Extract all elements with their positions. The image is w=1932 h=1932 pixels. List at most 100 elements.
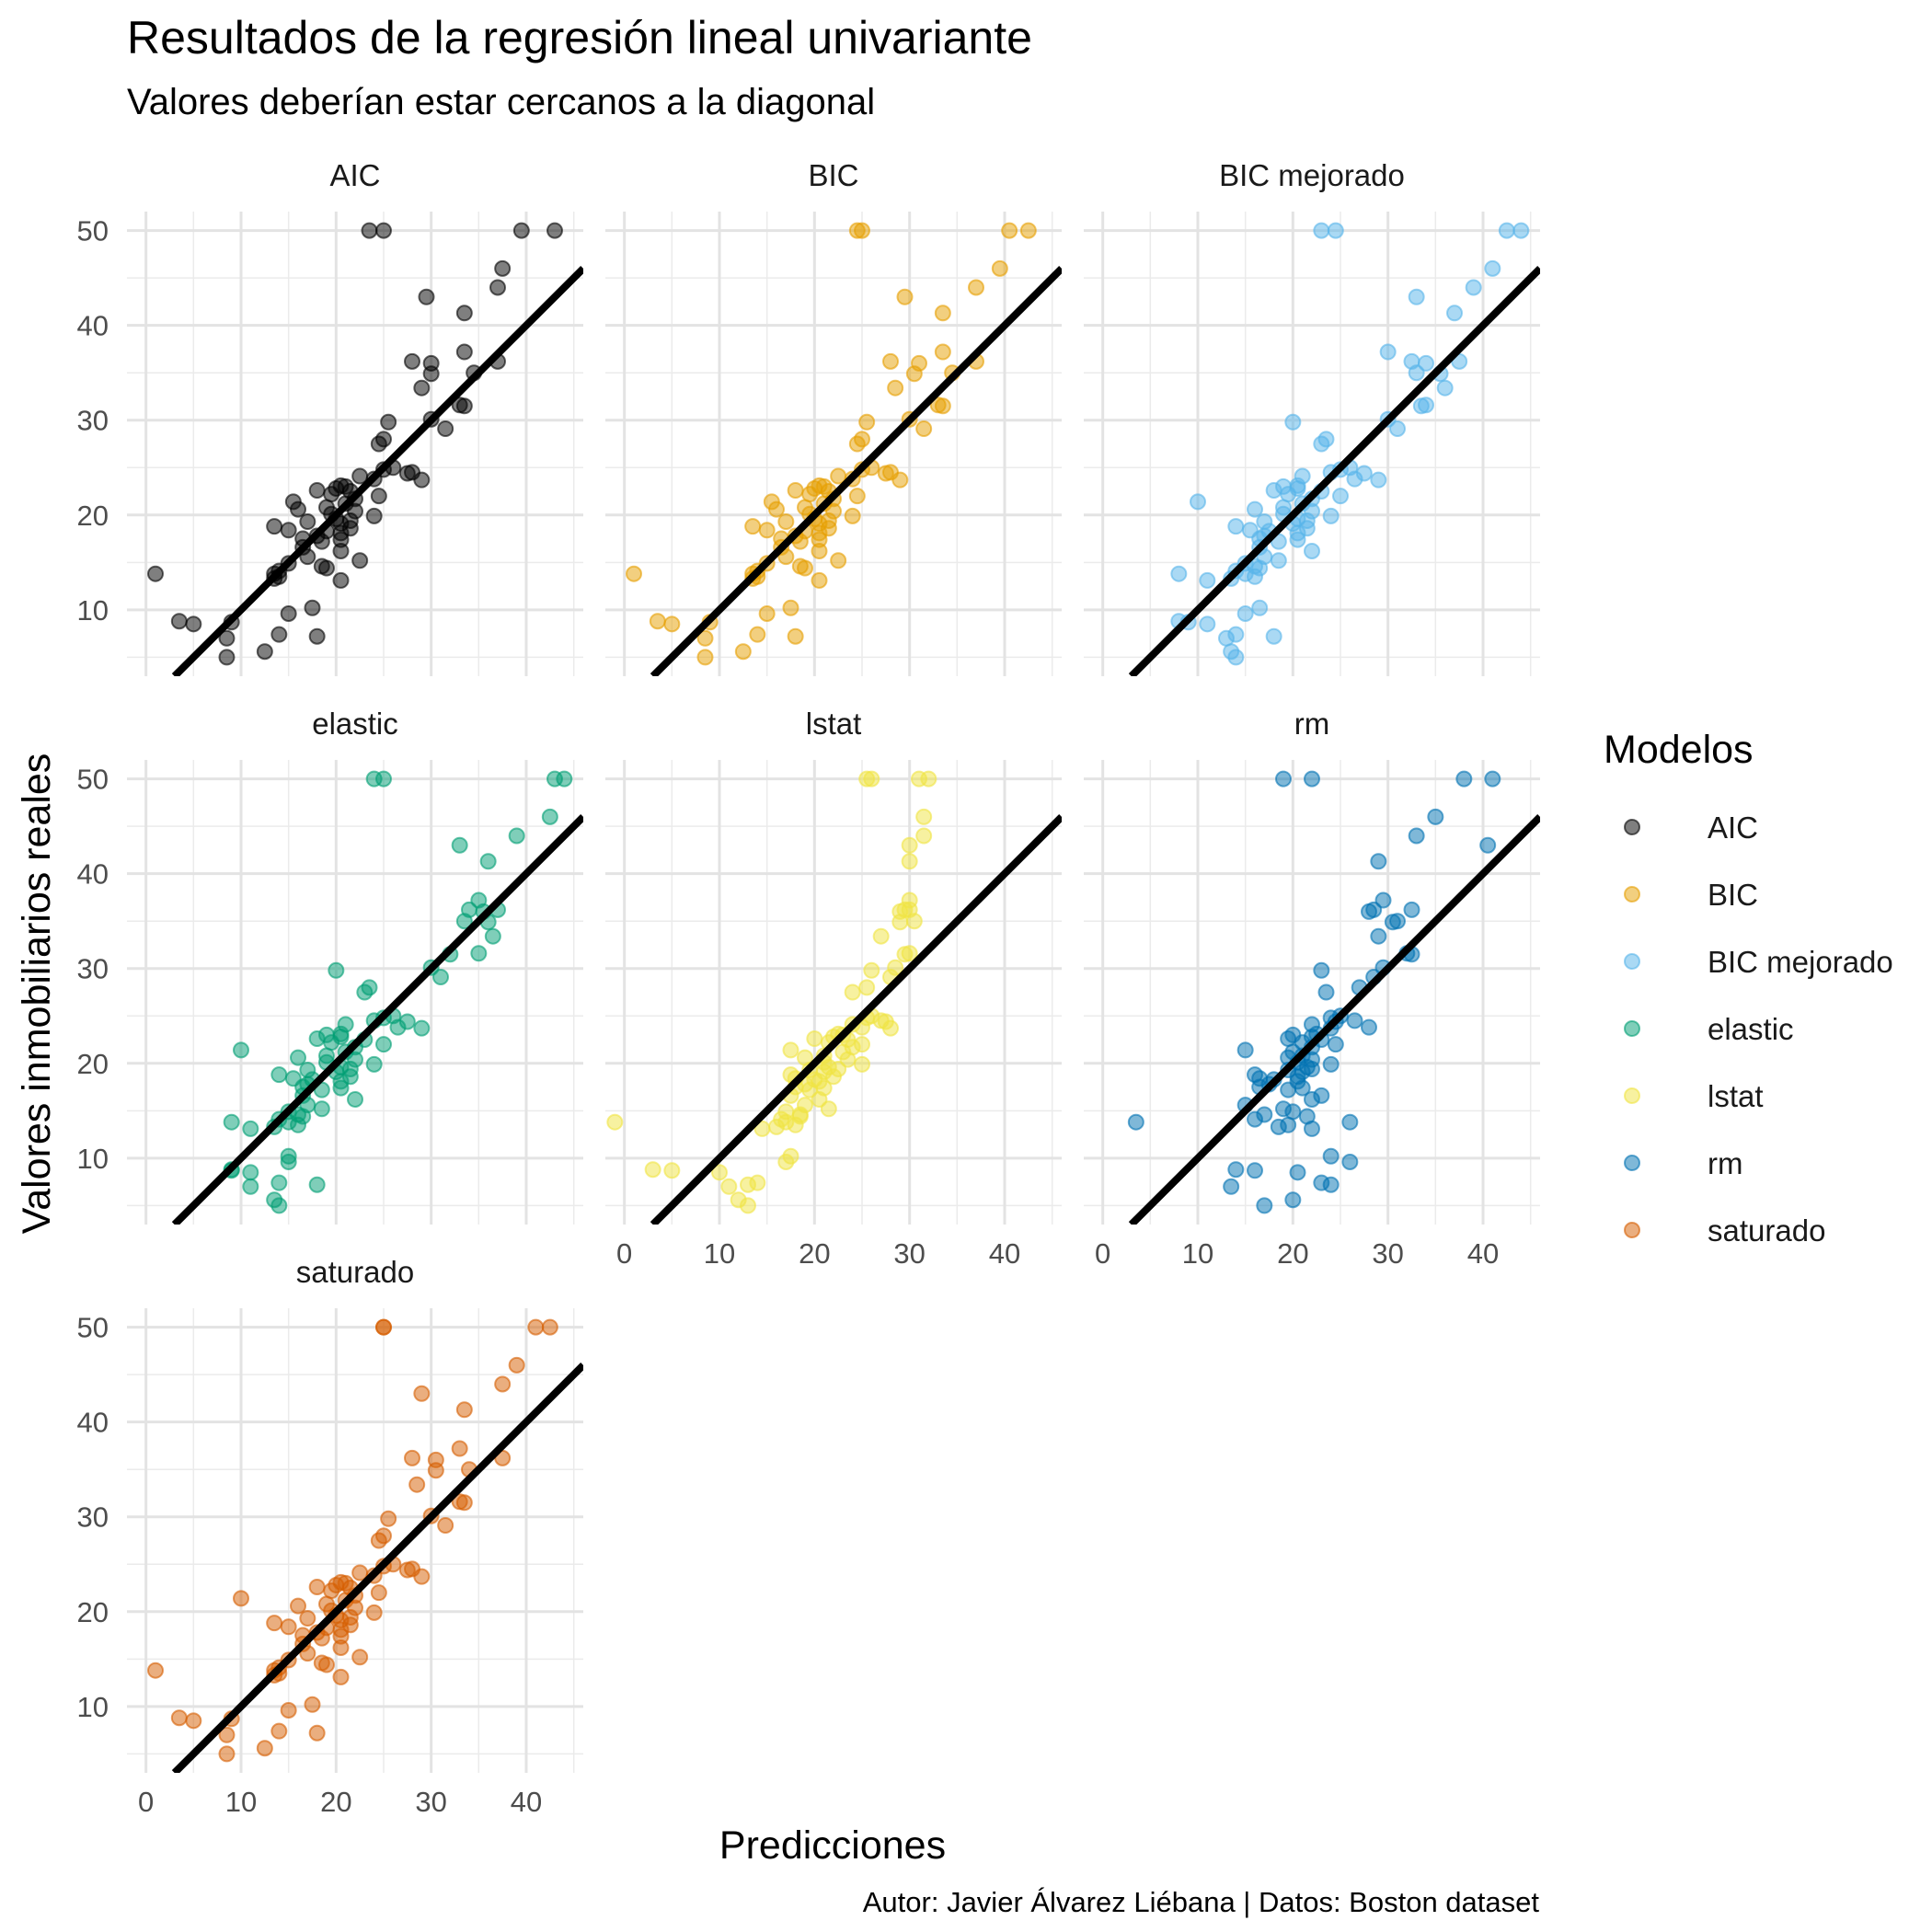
x-tick-label: 40 — [989, 1237, 1020, 1270]
data-point — [290, 1049, 306, 1066]
data-point — [825, 1068, 842, 1086]
data-point — [361, 222, 378, 239]
data-point — [398, 1561, 416, 1579]
data-point — [1289, 1164, 1306, 1181]
y-axis-title: Valores inmobiliarios reales — [15, 753, 59, 1235]
data-point — [820, 1100, 837, 1118]
data-point — [1412, 397, 1430, 415]
data-point — [413, 379, 431, 397]
y-tick-label: 30 — [77, 405, 109, 437]
data-point — [872, 927, 890, 945]
data-point — [830, 552, 847, 569]
data-point — [854, 222, 870, 239]
data-point — [844, 507, 861, 524]
legend-label: BIC mejorado — [1708, 945, 1893, 979]
data-point — [270, 1174, 288, 1191]
legend-key — [1624, 1222, 1640, 1238]
points-saturado — [147, 1318, 558, 1763]
data-point — [1313, 222, 1330, 239]
data-point — [797, 559, 813, 577]
x-tick-label: 30 — [893, 1237, 925, 1270]
legend-label: elastic — [1708, 1012, 1794, 1046]
data-point — [299, 548, 316, 566]
data-point — [290, 500, 306, 518]
y-tick-label: 10 — [77, 594, 109, 627]
data-point — [280, 1153, 297, 1170]
data-point — [290, 1116, 306, 1133]
reference-diagonal — [1128, 814, 1540, 1225]
x-tick-label: 30 — [1372, 1237, 1403, 1270]
data-point — [308, 1579, 326, 1595]
data-point — [787, 1116, 804, 1133]
data-point — [858, 413, 876, 431]
data-point — [749, 626, 766, 643]
data-point — [242, 1178, 259, 1195]
strip-label-elastic: elastic — [312, 707, 398, 741]
data-point — [479, 853, 497, 870]
data-point — [848, 488, 866, 505]
y-tick-label: 20 — [77, 1596, 109, 1628]
legend-label: lstat — [1708, 1079, 1764, 1113]
data-point — [1227, 649, 1245, 666]
data-point — [413, 471, 431, 489]
data-point — [218, 629, 236, 647]
x-tick-label: 0 — [1095, 1237, 1110, 1270]
data-point — [304, 599, 321, 616]
data-point — [527, 1318, 545, 1336]
data-point — [863, 961, 880, 979]
x-tick-label: 30 — [415, 1786, 446, 1818]
data-point — [882, 1019, 899, 1037]
data-point — [546, 222, 563, 239]
data-point — [404, 352, 420, 370]
data-point — [1289, 531, 1306, 548]
data-point — [782, 1041, 799, 1059]
data-point — [1341, 1113, 1359, 1131]
data-point — [1270, 1118, 1287, 1135]
x-tick-label: 0 — [616, 1237, 632, 1270]
data-point — [1199, 615, 1216, 633]
data-point — [351, 552, 369, 569]
data-point — [768, 500, 785, 518]
legend-label: rm — [1708, 1146, 1742, 1180]
data-point — [437, 1517, 454, 1535]
data-point — [1389, 420, 1406, 438]
y-tick-label: 30 — [77, 1501, 109, 1534]
data-point — [915, 827, 933, 845]
data-point — [404, 1449, 420, 1466]
data-point — [318, 1656, 335, 1673]
data-point — [1327, 222, 1344, 239]
x-tick-label: 10 — [704, 1237, 735, 1270]
data-point — [1304, 770, 1320, 788]
data-point — [1317, 983, 1335, 1001]
x-axis-title: Predicciones — [719, 1823, 946, 1868]
data-point — [427, 1462, 444, 1479]
legend-key — [1624, 819, 1640, 835]
panel-lstat: lstat 0 10 20 30 40 — [605, 707, 1062, 1270]
data-point — [365, 1604, 383, 1621]
reference-diagonal — [171, 814, 583, 1225]
legend-item-saturado: saturado — [1624, 1213, 1825, 1248]
data-point — [370, 435, 387, 453]
data-point — [218, 1726, 236, 1743]
legend-label: BIC — [1708, 878, 1758, 912]
data-point — [185, 615, 202, 633]
data-point — [1236, 1041, 1254, 1059]
data-point — [1465, 279, 1482, 296]
data-point — [233, 1590, 249, 1607]
data-point — [332, 1639, 350, 1656]
data-point — [270, 1066, 288, 1084]
data-point — [644, 1161, 661, 1179]
data-point — [1403, 901, 1420, 918]
y-tick-label: 30 — [77, 953, 109, 985]
legend-key — [1624, 1155, 1640, 1171]
data-point — [351, 1649, 369, 1666]
data-point — [185, 1712, 202, 1730]
data-point — [1484, 770, 1501, 788]
data-point — [484, 927, 501, 945]
chart-caption: Autor: Javier Álvarez Liébana | Datos: B… — [863, 1886, 1540, 1918]
data-point — [1370, 853, 1387, 870]
reference-diagonal — [171, 1363, 583, 1773]
data-point — [901, 836, 918, 854]
panel-bic: BIC — [605, 158, 1062, 676]
